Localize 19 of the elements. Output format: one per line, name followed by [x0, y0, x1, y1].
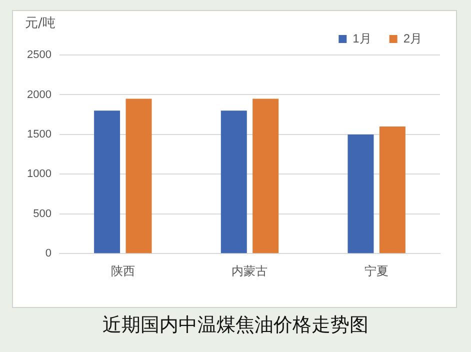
- bar: [220, 110, 247, 254]
- bar: [252, 98, 279, 254]
- x-tick-label: 内蒙古: [232, 264, 268, 278]
- y-tick-label: 1000: [26, 168, 52, 180]
- bar: [348, 134, 374, 254]
- legend-label: 1月: [352, 31, 372, 46]
- text: 近期国内中温煤焦油价格走势图: [102, 313, 370, 338]
- y-tick-label: 2000: [26, 88, 52, 101]
- legend-label: 2月: [403, 31, 422, 46]
- bar: [126, 98, 152, 254]
- y-tick-label: 500: [33, 208, 52, 220]
- y-axis-title: 元/吨: [25, 16, 56, 31]
- bar: [94, 110, 120, 254]
- y-tick-label: 0: [45, 248, 52, 260]
- x-tick-label: 宁夏: [364, 264, 389, 278]
- x-tick-label: 陕西: [110, 264, 135, 278]
- y-tick-label: 1500: [26, 128, 52, 140]
- bar: [379, 126, 406, 254]
- y-tick-label: 2500: [26, 49, 52, 62]
